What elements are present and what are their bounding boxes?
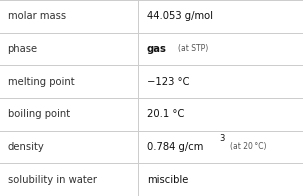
Text: 44.053 g/mol: 44.053 g/mol: [147, 11, 213, 21]
Text: (at STP): (at STP): [178, 44, 208, 54]
Text: −123 °C: −123 °C: [147, 77, 189, 87]
Text: (at 20 °C): (at 20 °C): [230, 142, 267, 152]
Text: boiling point: boiling point: [8, 109, 70, 119]
Text: melting point: melting point: [8, 77, 74, 87]
Text: miscible: miscible: [147, 175, 188, 185]
Text: molar mass: molar mass: [8, 11, 66, 21]
Text: 3: 3: [220, 134, 225, 143]
Text: solubility in water: solubility in water: [8, 175, 97, 185]
Text: phase: phase: [8, 44, 38, 54]
Text: 20.1 °C: 20.1 °C: [147, 109, 184, 119]
Text: 0.784 g/cm: 0.784 g/cm: [147, 142, 203, 152]
Text: density: density: [8, 142, 44, 152]
Text: gas: gas: [147, 44, 167, 54]
